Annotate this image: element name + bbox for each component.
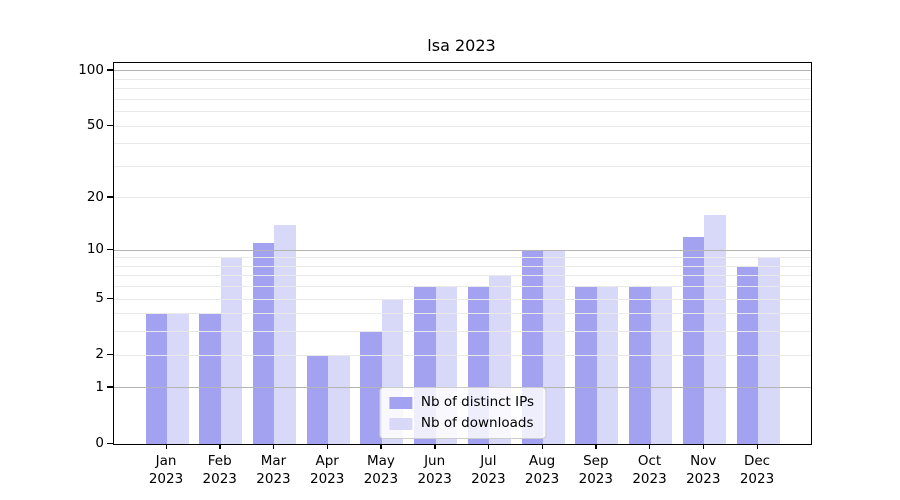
bar-distinct-ips-10 <box>682 236 705 444</box>
legend-label-distinct-ips: Nb of distinct IPs <box>420 394 535 410</box>
xtick-mark-2 <box>272 444 275 449</box>
bar-downloads-11 <box>758 257 780 444</box>
xtick-mark-0 <box>165 444 167 449</box>
xtick-mark-6 <box>487 444 490 449</box>
legend-item-distinct-ips: Nb of distinct IPs <box>388 394 535 410</box>
xtick-label-11: Dec 2023 <box>739 453 775 487</box>
ytick-mark-5 <box>107 297 113 300</box>
ytick-label-10: 10 <box>86 241 104 258</box>
xtick-mark-8 <box>595 444 597 449</box>
xtick-mark-1 <box>219 444 221 449</box>
legend-swatch-distinct-ips <box>388 396 412 409</box>
xtick-mark-9 <box>649 444 651 449</box>
ytick-label-50: 50 <box>86 117 104 134</box>
plot-area: Nb of distinct IPs Nb of downloads <box>113 62 812 445</box>
xtick-label-1: Feb 2023 <box>202 453 237 487</box>
bar-distinct-ips-2 <box>252 243 275 444</box>
xtick-label-8: Sep 2023 <box>578 453 613 487</box>
xtick-label-3: Apr 2023 <box>309 453 345 487</box>
bar-distinct-ips-8 <box>575 286 597 444</box>
bar-downloads-10 <box>704 215 726 444</box>
xtick-mark-10 <box>702 444 705 449</box>
bar-downloads-7 <box>543 250 565 444</box>
ytick-mark-20 <box>107 196 113 198</box>
ytick-label-20: 20 <box>86 188 104 205</box>
bar-downloads-9 <box>650 286 673 444</box>
legend-swatch-downloads <box>388 417 412 430</box>
xtick-label-9: Oct 2023 <box>632 453 667 487</box>
xtick-label-2: Mar 2023 <box>256 453 291 487</box>
xtick-label-7: Aug 2023 <box>524 453 560 487</box>
bar-downloads-1 <box>220 257 243 444</box>
ytick-label-100: 100 <box>78 61 104 78</box>
bar-distinct-ips-1 <box>199 313 221 444</box>
xtick-label-6: Jul 2023 <box>471 453 506 487</box>
bar-downloads-8 <box>596 286 619 444</box>
bar-distinct-ips-9 <box>629 286 651 444</box>
bar-downloads-2 <box>274 225 296 444</box>
bar-downloads-0 <box>167 313 189 444</box>
xtick-label-5: Jun 2023 <box>417 453 452 487</box>
xtick-label-0: Jan 2023 <box>148 453 184 487</box>
ytick-label-0: 0 <box>95 435 104 451</box>
chart-title: lsa 2023 <box>427 36 496 55</box>
ytick-label-2: 2 <box>95 346 104 363</box>
xtick-label-10: Nov 2023 <box>686 453 721 487</box>
ytick-label-5: 5 <box>95 290 104 307</box>
xtick-label-4: May 2023 <box>363 453 399 487</box>
ytick-mark-100 <box>107 69 113 71</box>
ytick-label-1: 1 <box>95 378 104 395</box>
ytick-mark-0 <box>107 442 113 444</box>
ytick-mark-2 <box>107 353 113 356</box>
bar-distinct-ips-3 <box>306 355 329 444</box>
bar-distinct-ips-11 <box>736 266 758 444</box>
xtick-mark-5 <box>434 444 436 449</box>
legend: Nb of distinct IPs Nb of downloads <box>378 387 547 439</box>
bar-downloads-3 <box>328 355 350 444</box>
ytick-mark-1 <box>107 386 113 388</box>
bar-distinct-ips-0 <box>145 313 167 444</box>
ytick-mark-10 <box>107 248 113 251</box>
xtick-mark-4 <box>380 444 382 449</box>
legend-item-downloads: Nb of downloads <box>388 415 534 431</box>
ytick-mark-50 <box>107 124 113 127</box>
xtick-mark-7 <box>541 444 543 449</box>
xtick-mark-11 <box>756 444 758 449</box>
legend-label-downloads: Nb of downloads <box>420 415 534 431</box>
xtick-mark-3 <box>326 444 329 449</box>
